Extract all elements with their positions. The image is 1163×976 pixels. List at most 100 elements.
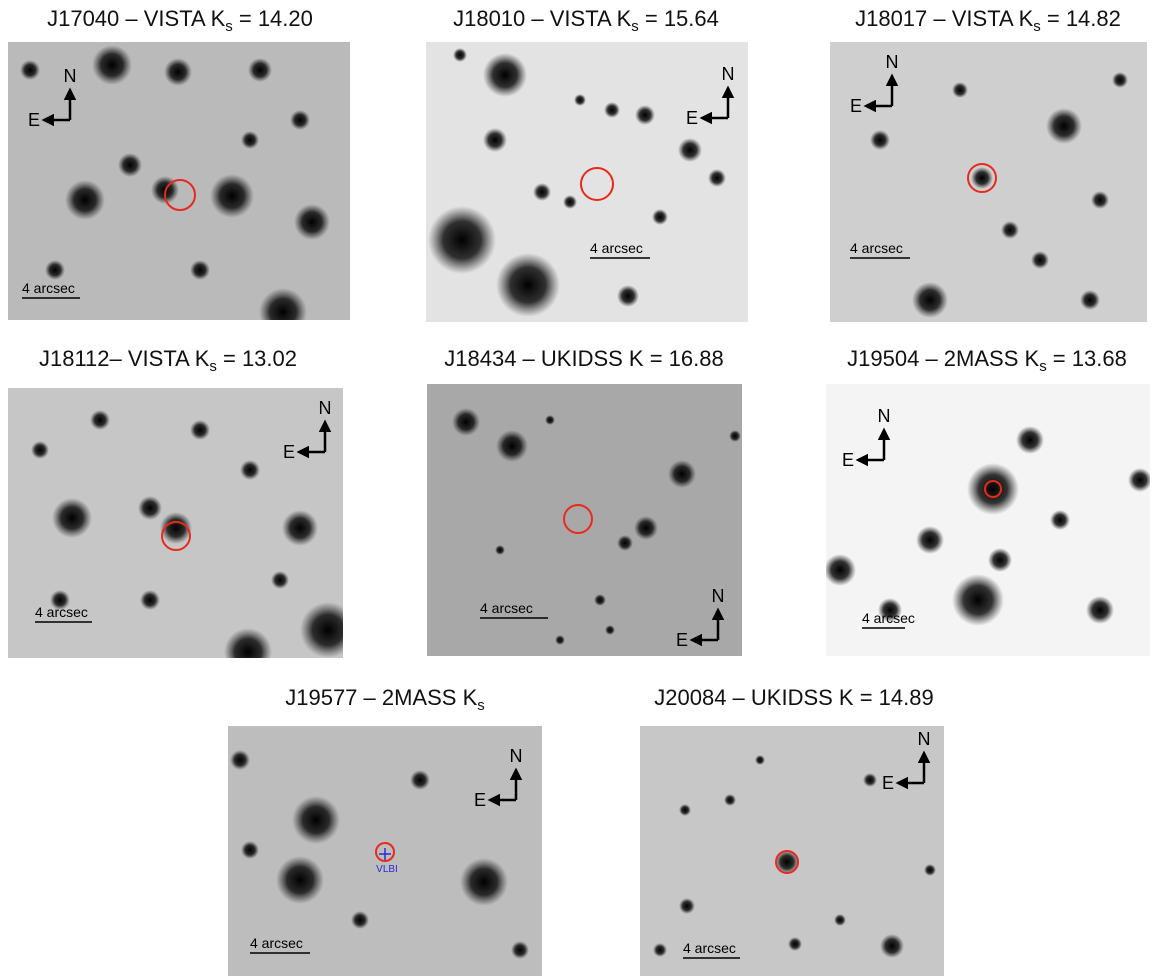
star	[1031, 251, 1049, 269]
title-main: J18010 – VISTA K	[453, 6, 631, 31]
panel-title: J17040 – VISTA Ks = 14.20	[47, 6, 313, 35]
star	[460, 858, 508, 906]
star	[65, 180, 105, 220]
star	[483, 53, 527, 97]
star	[1112, 72, 1128, 88]
scale-bar-label: 4 arcsec	[683, 940, 736, 956]
star	[952, 574, 1004, 626]
star	[164, 58, 192, 86]
star	[511, 941, 529, 959]
star	[912, 282, 948, 318]
star	[452, 408, 480, 436]
star	[140, 590, 160, 610]
star	[880, 934, 904, 958]
star	[1016, 426, 1044, 454]
title-subscript: s	[477, 697, 485, 714]
star	[635, 105, 655, 125]
compass-north: N	[510, 746, 523, 766]
star	[653, 943, 667, 957]
star	[240, 460, 260, 480]
star	[1086, 596, 1114, 624]
image-background	[426, 42, 748, 322]
star	[533, 183, 551, 201]
title-subscript: s	[209, 358, 217, 375]
sky-image	[427, 384, 742, 656]
star	[248, 58, 272, 82]
title-main: J18434 – UKIDSS K = 16.88	[444, 346, 723, 371]
star	[924, 864, 936, 876]
star	[1128, 468, 1152, 492]
star	[190, 420, 210, 440]
star	[545, 415, 555, 425]
star	[31, 441, 49, 459]
compass-east: E	[882, 773, 894, 793]
star	[210, 174, 254, 218]
sky-image	[8, 388, 356, 676]
star	[555, 635, 565, 645]
compass-east: E	[842, 450, 854, 470]
title-tail: = 14.20	[233, 6, 313, 31]
star	[496, 430, 528, 462]
panel-title: J19577 – 2MASS Ks	[285, 685, 485, 714]
star	[617, 285, 639, 307]
star	[952, 82, 968, 98]
star	[594, 594, 606, 606]
title-main: J17040 – VISTA K	[47, 6, 225, 31]
star	[1080, 290, 1100, 310]
title-tail: = 13.68	[1047, 346, 1127, 371]
panel-title: J18434 – UKIDSS K = 16.88	[444, 346, 723, 371]
compass-east: E	[676, 630, 688, 650]
page: J17040 – VISTA Ks = 14.20NE4 arcsecJ1801…	[0, 0, 1163, 976]
panel: J20084 – UKIDSS K = 14.89 N E 4 arcsec	[640, 685, 944, 976]
title-main: J18017 – VISTA K	[855, 6, 1033, 31]
sky-image	[830, 42, 1147, 322]
star	[118, 153, 142, 177]
sky-image	[640, 726, 944, 976]
star	[870, 130, 890, 150]
panel-title: J20084 – UKIDSS K = 14.89	[654, 685, 933, 710]
star	[483, 128, 507, 152]
star	[52, 498, 92, 538]
compass-east: E	[850, 96, 862, 116]
star	[971, 167, 993, 189]
star	[410, 770, 430, 790]
compass-north: N	[886, 52, 899, 72]
star	[1091, 191, 1109, 209]
star	[1001, 221, 1019, 239]
scale-bar-label: 4 arcsec	[480, 600, 533, 616]
panel: J18434 – UKIDSS K = 16.88NE4 arcsec	[427, 346, 742, 656]
panel-title: J19504 – 2MASS Ks = 13.68	[847, 346, 1127, 375]
scale-bar-label: 4 arcsec	[850, 240, 903, 256]
title-main: J19577 – 2MASS K	[285, 685, 477, 710]
panel-title: J18112– VISTA Ks = 13.02	[39, 346, 297, 375]
scale-bar-label: 4 arcsec	[35, 604, 88, 620]
star	[428, 206, 496, 274]
star	[453, 48, 467, 62]
star	[1050, 510, 1070, 530]
star	[1046, 108, 1082, 144]
star	[292, 796, 340, 844]
star	[574, 94, 586, 106]
star	[617, 535, 633, 551]
star	[834, 914, 846, 926]
star	[679, 898, 695, 914]
panel: J18017 – VISTA Ks = 14.82NE4 arcsec	[830, 6, 1147, 322]
star	[563, 195, 577, 209]
star	[967, 463, 1019, 515]
compass-north: N	[918, 729, 931, 749]
title-main: J19504 – 2MASS K	[847, 346, 1039, 371]
star	[634, 516, 658, 540]
star	[351, 911, 369, 929]
star	[652, 209, 668, 225]
star	[90, 410, 110, 430]
star	[271, 571, 289, 589]
panel-title: J18010 – VISTA Ks = 15.64	[453, 6, 719, 35]
title-subscript: s	[225, 18, 233, 35]
star	[138, 496, 162, 520]
star	[678, 138, 702, 162]
compass-north: N	[722, 64, 735, 84]
star	[605, 625, 615, 635]
title-tail: = 13.02	[217, 346, 297, 371]
